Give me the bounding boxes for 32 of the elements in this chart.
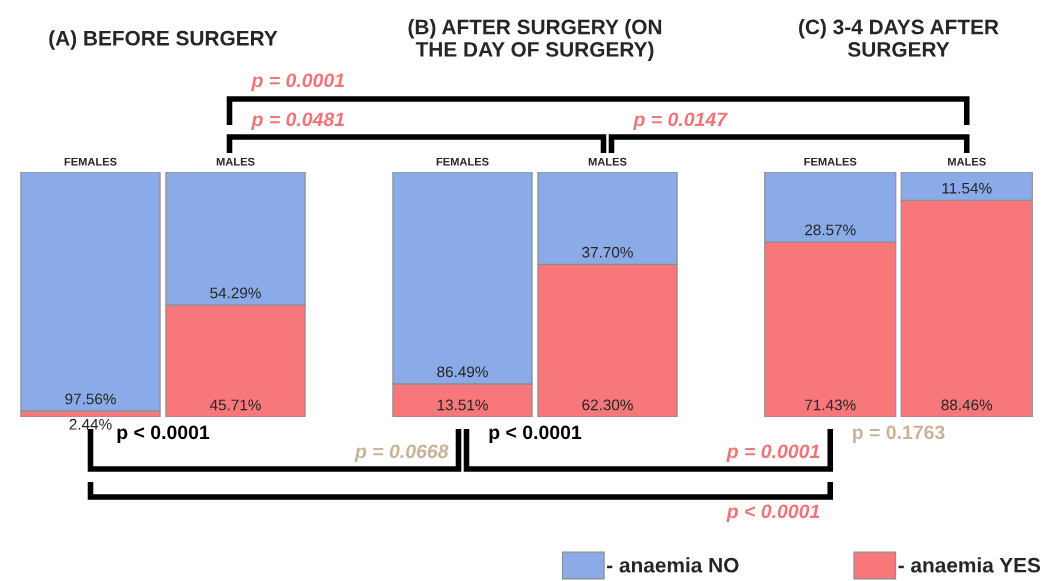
text: p < 0.0001: [117, 425, 210, 444]
data-label: 62.30%: [582, 399, 633, 411]
data-label: 88.46%: [941, 399, 993, 411]
data-label: 45.71%: [209, 399, 261, 411]
data-label: 2.44%: [69, 418, 112, 430]
data-label: 13.51%: [437, 399, 488, 411]
text: p = 0.0147: [633, 112, 728, 131]
text: p = 0.0668: [354, 444, 449, 463]
x-tick-label: FEMALES: [64, 157, 117, 166]
text: p < 0.0001: [489, 425, 582, 444]
x-tick-label: MALES: [948, 157, 986, 166]
text: p = 0.1763: [853, 425, 945, 444]
text: p < 0.0001: [726, 504, 820, 523]
chart-title: (A) BEFORE SURGERY: [49, 30, 278, 50]
text: p = 0.0481: [251, 112, 344, 131]
legend-label: - anaemia YES: [898, 557, 1041, 573]
chart-title: (C) 3-4 DAYS AFTER SURGERY: [799, 19, 999, 57]
data-label: 54.29%: [210, 287, 261, 299]
data-label: 28.57%: [805, 224, 856, 236]
chart-title: (B) AFTER SURGERY (ON THE DAY OF SURGERY): [408, 19, 662, 61]
x-tick-label: FEMALES: [804, 157, 857, 166]
data-label: 97.56%: [65, 393, 116, 405]
data-label: 86.49%: [437, 366, 488, 378]
x-tick-label: MALES: [588, 157, 627, 166]
x-tick-label: MALES: [216, 157, 255, 166]
data-label: 71.43%: [805, 399, 856, 411]
text: p = 0.0001: [251, 73, 344, 92]
data-label: 11.54%: [942, 182, 992, 194]
data-label: 37.70%: [582, 246, 633, 258]
legend-label: - anaemia NO: [607, 557, 739, 573]
text: p = 0.0001: [726, 444, 820, 463]
x-tick-label: FEMALES: [436, 157, 489, 166]
